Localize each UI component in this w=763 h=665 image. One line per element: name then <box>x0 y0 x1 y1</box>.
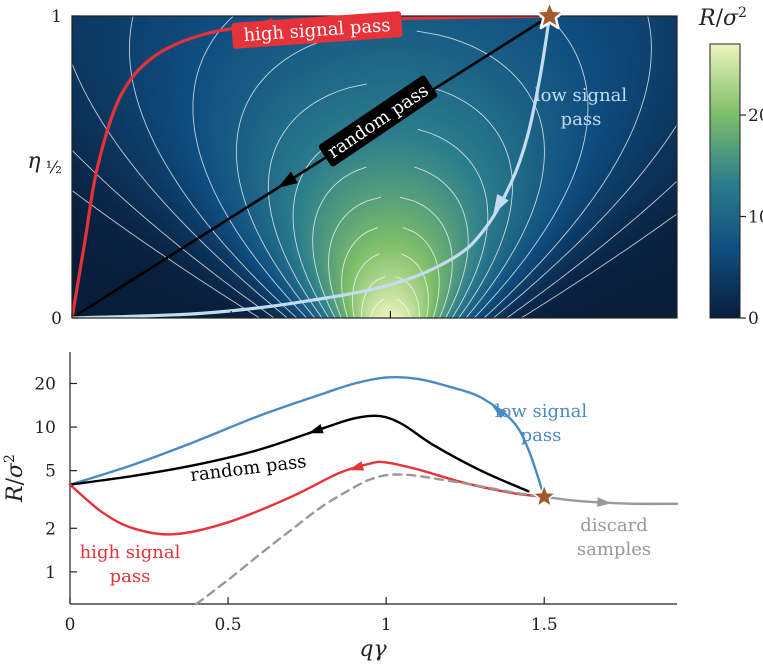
line-series-0 <box>68 375 546 498</box>
line-series-1 <box>68 414 530 493</box>
start-star-bottom <box>532 484 557 508</box>
contour-line <box>341 226 440 318</box>
contour-line <box>72 62 677 318</box>
colorbar-ticks: 0 10 20 <box>740 106 763 329</box>
colorbar-tick-label: 20 <box>748 106 763 126</box>
line-y-tick-label: 2 <box>45 519 56 539</box>
line-x-axis-label: qγ <box>359 637 387 662</box>
heatmap-path-arrow <box>277 171 298 188</box>
heatmap-y-tick-label: 1 <box>51 7 62 27</box>
colorbar-tick-label: 10 <box>748 208 763 228</box>
heatmap-panel: 0½1 η high signal pass random pass low s… <box>27 0 678 329</box>
discard-samples-label: discard samples <box>577 515 651 560</box>
line-x-tick-label: 1.5 <box>531 615 558 635</box>
heatmap-path-arrow <box>493 194 509 215</box>
heatmap-y-axis-label: η <box>27 149 40 174</box>
bottom-low-signal-pass-label: low signal pass <box>495 401 588 446</box>
contour-lines <box>72 16 677 318</box>
heatmap-y-ticks: 0 ½ 1 <box>46 7 79 329</box>
line-y-ticks: 1 2 5 10 20 <box>34 374 77 583</box>
heatmap-path-1 <box>72 16 551 318</box>
line-series-arrow <box>597 497 612 507</box>
contour-line <box>129 16 652 318</box>
colorbar-label: R/σ2 <box>698 5 747 31</box>
line-series-arrow <box>348 461 365 471</box>
colorbar: 0 10 20 R/σ2 <box>698 5 763 329</box>
contour-line <box>235 30 545 318</box>
bottom-random-pass-label: random pass <box>189 451 308 486</box>
contour-line <box>192 16 589 318</box>
contour-line <box>352 253 429 318</box>
contour-line <box>267 83 513 318</box>
line-y-axis-label: R/σ2 <box>2 454 28 503</box>
line-series-arrow <box>492 406 507 419</box>
line-series-3 <box>195 473 546 606</box>
low-signal-pass-label: low signal pass <box>535 85 628 130</box>
line-y-tick-label: 5 <box>45 462 56 482</box>
contour-line <box>369 298 411 318</box>
colorbar-tick-label: 0 <box>748 309 759 329</box>
heatmap-image <box>72 16 677 318</box>
line-x-tick-label: 1 <box>381 615 392 635</box>
contour-line <box>328 196 453 318</box>
line-x-ticks: 0 0.5 1 1.5 <box>65 597 558 635</box>
line-x-tick-label: 0 <box>65 615 76 635</box>
line-x-tick-label: 0.5 <box>215 615 242 635</box>
line-series <box>68 375 679 606</box>
heatmap-path-0 <box>72 16 552 318</box>
line-panel: 0 0.5 1 1.5 1 2 5 10 20 low signal pass random p… <box>2 352 679 662</box>
line-y-tick-label: 10 <box>34 418 56 438</box>
heatmap-path-2 <box>72 16 552 318</box>
heatmap-x-ticks <box>71 311 551 318</box>
bottom-high-signal-pass-label: high signal pass <box>80 542 181 587</box>
line-y-tick-label: 1 <box>45 563 56 583</box>
line-series-2 <box>68 460 546 536</box>
line-series-arrow <box>308 424 324 434</box>
line-y-tick-label: 20 <box>34 374 56 394</box>
contour-line <box>292 128 489 318</box>
start-star-top <box>534 0 566 30</box>
top-paths <box>72 16 552 318</box>
heatmap-y-tick-label: ½ <box>46 158 62 178</box>
heatmap-y-tick-label: 0 <box>51 309 62 329</box>
colorbar-gradient <box>709 43 741 319</box>
contour-line <box>312 166 469 318</box>
